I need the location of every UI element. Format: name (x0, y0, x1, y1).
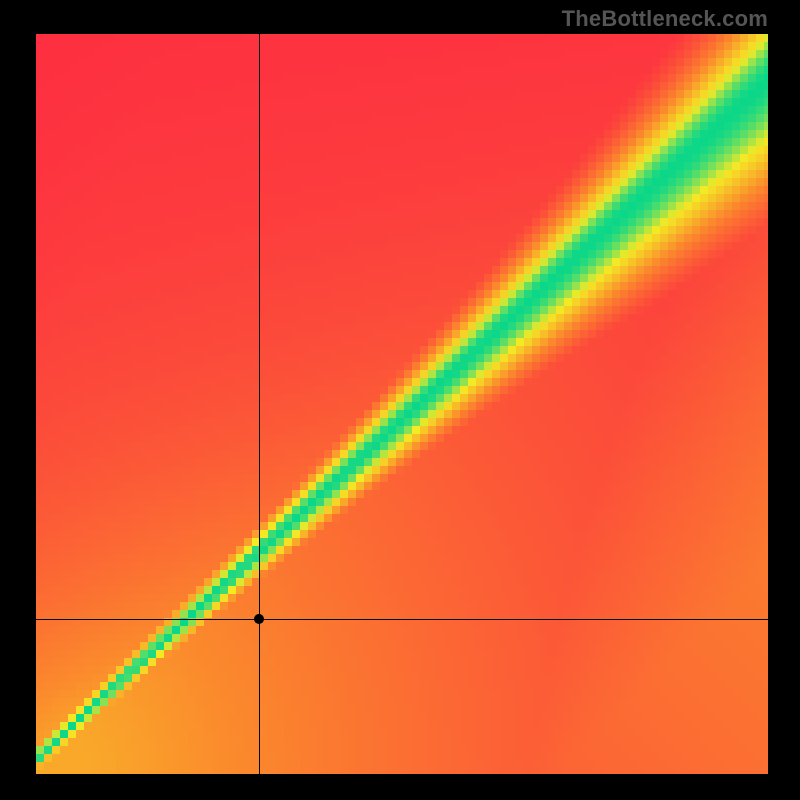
chart-frame: TheBottleneck.com (0, 0, 800, 800)
heatmap-plot (36, 34, 768, 774)
watermark-text: TheBottleneck.com (562, 6, 768, 32)
heatmap-canvas (36, 34, 768, 774)
